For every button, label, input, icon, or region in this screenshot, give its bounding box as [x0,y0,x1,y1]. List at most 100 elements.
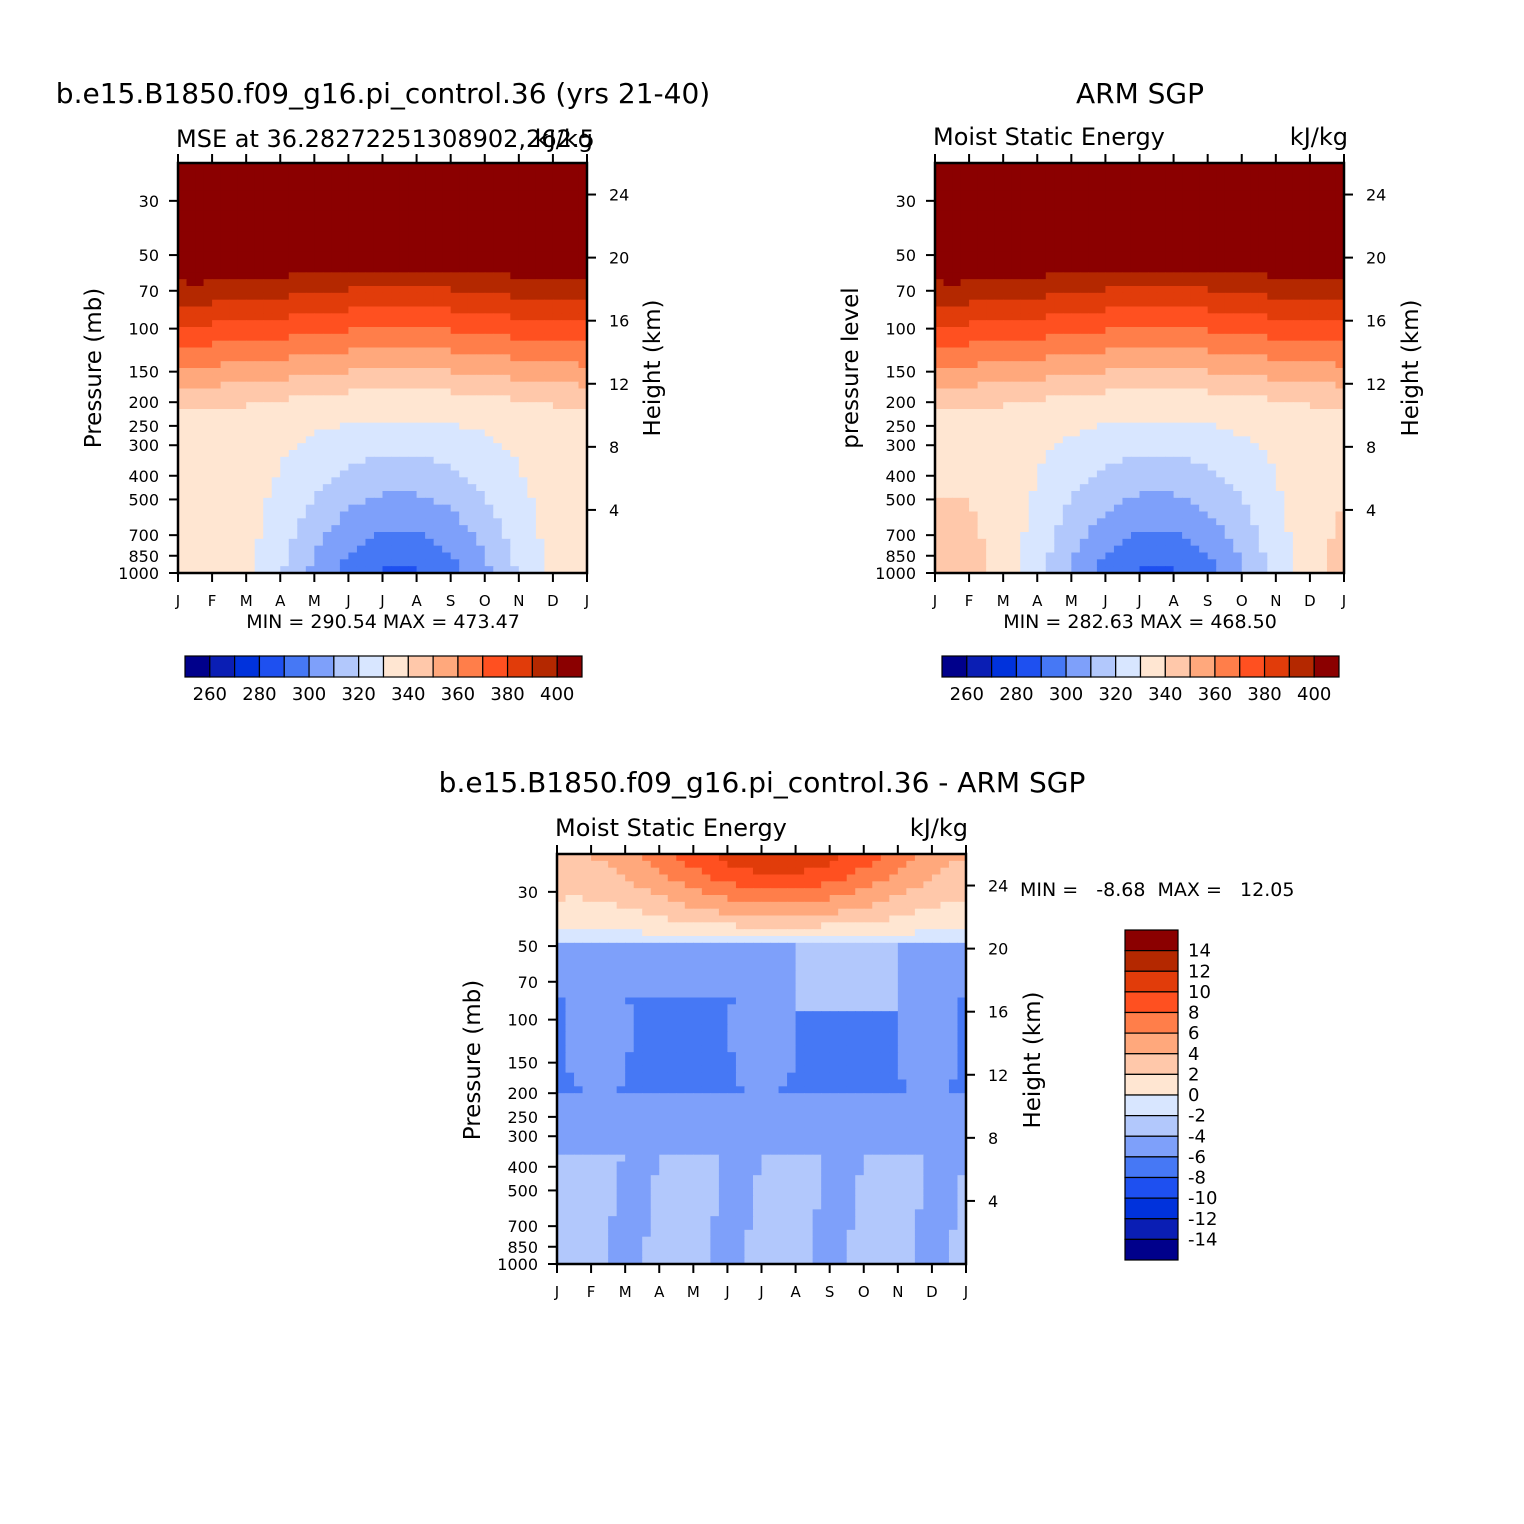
contour-cell [1088,320,1098,328]
contour-cell [1284,415,1294,424]
contour-cell [578,463,588,472]
contour-cell [425,265,435,273]
contour-cell [1309,422,1320,431]
contour-cell [986,320,996,328]
contour-cell [561,238,571,246]
contour-cell [1275,333,1285,342]
contour-cell [203,258,213,267]
contour-cell [1250,320,1260,328]
contour-cell [314,497,324,506]
contour-cell [1173,183,1183,191]
contour-cell [280,327,290,335]
contour-cell [1318,354,1328,362]
contour-cell [220,395,230,403]
contour-cell [1267,169,1277,178]
contour-cell [569,333,580,342]
contour-cell [1216,374,1226,383]
contour-cell [254,463,264,472]
contour-cell [552,333,563,342]
contour-cell [1250,176,1260,185]
contour-cell [1267,163,1277,171]
contour-cell [1267,231,1277,239]
contour-cell [331,354,341,362]
contour-cell [1156,279,1166,287]
contour-cell [1037,347,1047,355]
contour-cell [1250,333,1260,342]
contour-cell [476,347,486,355]
contour-cell [433,224,443,232]
contour-cell [178,183,188,191]
contour-cell [382,163,392,171]
contour-cell [195,395,205,403]
contour-cell [305,409,315,417]
contour-cell [1148,395,1158,403]
contour-cell [246,443,256,451]
contour-cell [1326,347,1337,355]
y-tick-label: 250 [128,417,159,436]
contour-cell [288,368,298,376]
contour-cell [1326,374,1337,383]
contour-cell [203,504,213,513]
contour-cell [339,395,350,403]
contour-cell [1292,217,1302,226]
contour-cell [408,361,418,369]
contour-cell [1079,258,1089,267]
contour-cell [1045,327,1055,335]
contour-cell [1105,163,1115,171]
contour-cell [1139,265,1149,273]
contour-cell [459,163,469,171]
contour-cell [331,190,341,198]
contour-cell [186,525,196,533]
contour-cell [1258,388,1268,396]
contour-cell [943,347,953,355]
contour-cell [297,368,307,376]
contour-cell [1156,320,1166,328]
contour-cell [365,313,375,321]
contour-cell [943,443,953,451]
contour-cell [1301,245,1311,253]
contour-cell [1207,409,1217,417]
contour-cell [493,361,503,369]
contour-cell [356,286,367,294]
contour-cell [314,559,324,567]
contour-cell [1241,183,1251,191]
contour-cell [1096,354,1107,362]
contour-cell [1267,320,1277,328]
contour-cell [1113,210,1124,219]
contour-cell [271,497,281,506]
contour-cell [425,251,435,260]
contour-cell [1079,320,1089,328]
contour-cell [467,415,477,424]
contour-cell [1011,306,1021,314]
contour-cell [1216,210,1226,219]
contour-cell [1139,251,1149,260]
contour-cell [1079,210,1089,219]
contour-cell [186,518,196,526]
contour-cell [399,422,409,431]
contour-cell [1182,320,1192,328]
contour-cell [1301,224,1311,232]
contour-cell [476,197,486,205]
contour-cell [1130,320,1141,328]
contour-cell [1301,299,1311,308]
contour-cell [220,368,230,376]
contour-cell [348,456,358,465]
contour-cell [450,497,460,506]
contour-cell [1250,183,1260,191]
contour-cell [518,477,528,485]
contour-cell [195,497,205,506]
contour-cell [527,169,537,178]
contour-cell [1335,402,1345,410]
contour-cell [178,272,188,280]
contour-cell [229,258,239,267]
contour-cell [1071,238,1081,246]
contour-cell [263,340,273,349]
contour-cell [493,395,503,403]
contour-cell [552,368,563,376]
contour-cell [544,450,554,458]
contour-cell [314,491,324,499]
contour-cell [229,518,239,526]
contour-cell [212,320,222,328]
contour-cell [314,197,324,205]
contour-cell [969,388,979,396]
